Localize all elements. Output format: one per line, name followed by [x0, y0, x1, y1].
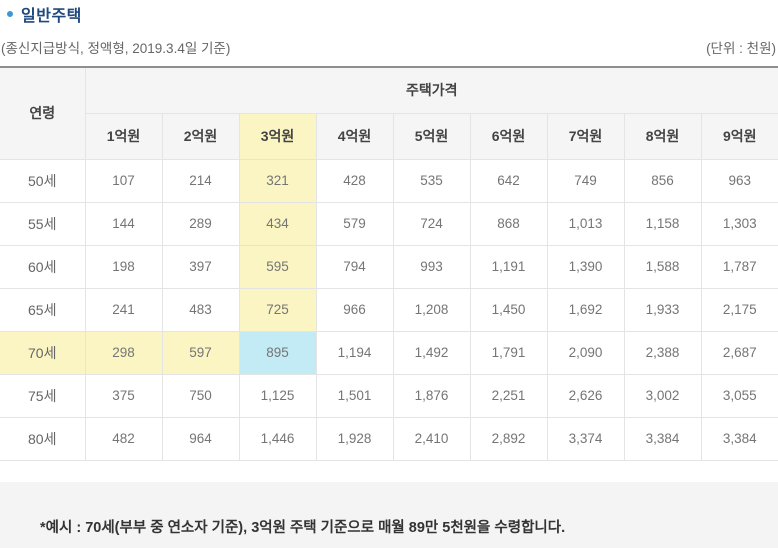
- value-cell: 963: [700, 158, 778, 203]
- value-cell: 1,125: [238, 373, 317, 418]
- value-cell: 1,928: [315, 416, 394, 461]
- value-cell: 2,892: [469, 416, 548, 461]
- value-cell: 434: [238, 201, 317, 246]
- value-cell: 642: [469, 158, 548, 203]
- age-cell: 75세: [0, 373, 86, 418]
- table-conditions: (종신지급방식, 정액형, 2019.3.4일 기준): [1, 41, 231, 56]
- page-title: 일반주택: [21, 8, 82, 25]
- value-cell: 2,626: [546, 373, 625, 418]
- value-cell: 2,090: [546, 330, 625, 375]
- value-cell: 1,303: [700, 201, 778, 246]
- value-cell: 749: [546, 158, 625, 203]
- value-cell: 2,410: [392, 416, 471, 461]
- value-cell: 375: [84, 373, 163, 418]
- value-cell: 3,374: [546, 416, 625, 461]
- value-cell: 750: [161, 373, 240, 418]
- value-cell: 1,446: [238, 416, 317, 461]
- value-cell: 595: [238, 244, 317, 289]
- value-cell: 321: [238, 158, 317, 203]
- table-row-80세: 80세 482 964 1,446 1,928 2,410 2,892 3,374 3,384 3…: [0, 416, 778, 461]
- age-cell: 50세: [0, 158, 86, 203]
- age-column-header: 연령: [0, 66, 86, 160]
- age-cell: 60세: [0, 244, 86, 289]
- price-header-1: 1억원: [85, 112, 163, 160]
- price-header-6: 6억원: [469, 112, 548, 160]
- value-cell: 241: [84, 287, 163, 332]
- price-header-3: 3억원: [238, 112, 317, 160]
- value-cell: 1,450: [469, 287, 548, 332]
- unit-label: (단위 : 천원): [706, 41, 776, 56]
- table-row-55세: 55세 144 289 434 579 724 868 1,013 1,158 1,303: [0, 201, 778, 246]
- table-row-75세: 75세 375 750 1,125 1,501 1,876 2,251 2,626 3,002 3…: [0, 373, 778, 418]
- value-cell: 724: [392, 201, 471, 246]
- price-header-5: 5억원: [392, 112, 471, 160]
- value-cell: 856: [623, 158, 702, 203]
- value-cell: 3,002: [623, 373, 702, 418]
- table-row-50세: 50세 107 214 321 428 535 642 749 856 963: [0, 158, 778, 203]
- value-cell: 579: [315, 201, 394, 246]
- value-cell: 1,692: [546, 287, 625, 332]
- value-cell: 2,388: [623, 330, 702, 375]
- example-note-box: *예시 : 70세(부부 중 연소자 기준), 3억원 주택 기준으로 매월 8…: [0, 482, 778, 548]
- value-cell: 895: [238, 330, 317, 375]
- value-cell: 1,791: [469, 330, 548, 375]
- value-cell: 3,384: [700, 416, 778, 461]
- value-cell: 3,384: [623, 416, 702, 461]
- value-cell: 725: [238, 287, 317, 332]
- table-row-60세: 60세 198 397 595 794 993 1,191 1,390 1,588 1,787: [0, 244, 778, 289]
- table-row-65세: 65세 241 483 725 966 1,208 1,450 1,692 1,933 2,175: [0, 287, 778, 332]
- value-cell: 597: [161, 330, 240, 375]
- price-header-2: 2억원: [161, 112, 240, 160]
- value-cell: 1,501: [315, 373, 394, 418]
- age-cell: 55세: [0, 201, 86, 246]
- price-header-7: 7억원: [546, 112, 625, 160]
- value-cell: 1,013: [546, 201, 625, 246]
- value-cell: 1,208: [392, 287, 471, 332]
- value-cell: 966: [315, 287, 394, 332]
- value-cell: 298: [84, 330, 163, 375]
- price-header-row: 1억원 2억원 3억원 4억원 5억원 6억원 7억원 8억원 9억원: [0, 112, 778, 160]
- value-cell: 214: [161, 158, 240, 203]
- value-cell: 794: [315, 244, 394, 289]
- value-cell: 289: [161, 201, 240, 246]
- value-cell: 483: [161, 287, 240, 332]
- value-cell: 1,787: [700, 244, 778, 289]
- price-header-4: 4억원: [315, 112, 394, 160]
- price-header-9: 9억원: [700, 112, 778, 160]
- group-header-row: 연령 주택가격: [0, 66, 778, 160]
- table-row-70세: 70세 298 597 895 1,194 1,492 1,791 2,090 2,388 2,6…: [0, 330, 778, 375]
- price-header-8: 8억원: [623, 112, 702, 160]
- value-cell: 428: [315, 158, 394, 203]
- value-cell: 2,687: [700, 330, 778, 375]
- section-header: 일반주택: [7, 3, 82, 25]
- value-cell: 1,876: [392, 373, 471, 418]
- value-cell: 1,158: [623, 201, 702, 246]
- value-cell: 868: [469, 201, 548, 246]
- value-cell: 1,933: [623, 287, 702, 332]
- bullet-circle-icon: [7, 11, 13, 17]
- age-cell: 65세: [0, 287, 86, 332]
- example-note-text: *예시 : 70세(부부 중 연소자 기준), 3억원 주택 기준으로 매월 8…: [40, 520, 566, 536]
- pension-payout-table: 연령 주택가격 1억원 2억원 3억원 4억원 5억원 6억원 7억원 8억원 9억원 50세 1…: [0, 66, 778, 461]
- table-meta: (종신지급방식, 정액형, 2019.3.4일 기준) (단위 : 천원): [0, 37, 778, 57]
- age-cell: 80세: [0, 416, 86, 461]
- value-cell: 482: [84, 416, 163, 461]
- value-cell: 1,492: [392, 330, 471, 375]
- value-cell: 1,191: [469, 244, 548, 289]
- value-cell: 964: [161, 416, 240, 461]
- age-cell: 70세: [0, 330, 86, 375]
- price-group-header: 주택가격: [84, 66, 778, 114]
- value-cell: 1,588: [623, 244, 702, 289]
- value-cell: 1,194: [315, 330, 394, 375]
- value-cell: 1,390: [546, 244, 625, 289]
- value-cell: 397: [161, 244, 240, 289]
- value-cell: 107: [84, 158, 163, 203]
- value-cell: 2,175: [700, 287, 778, 332]
- value-cell: 144: [84, 201, 163, 246]
- value-cell: 198: [84, 244, 163, 289]
- value-cell: 2,251: [469, 373, 548, 418]
- value-cell: 3,055: [700, 373, 778, 418]
- value-cell: 993: [392, 244, 471, 289]
- value-cell: 535: [392, 158, 471, 203]
